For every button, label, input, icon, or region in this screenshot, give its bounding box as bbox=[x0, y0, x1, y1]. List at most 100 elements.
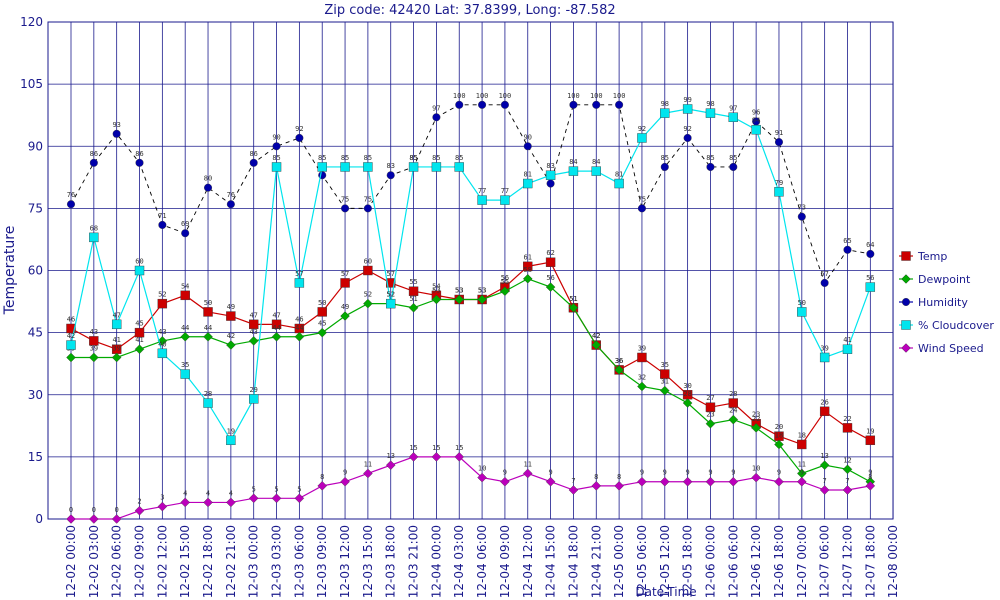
x-tick-label: 12-02 06:00 bbox=[110, 525, 124, 598]
data-point-wind-speed bbox=[728, 476, 739, 487]
data-label-cloudcover: 98 bbox=[706, 100, 714, 108]
data-point-humidity bbox=[843, 245, 852, 254]
data-point-cloudcover bbox=[271, 162, 282, 172]
data-label-cloudcover: 81 bbox=[524, 171, 532, 179]
data-point-temp bbox=[203, 307, 213, 317]
data-point-cloudcover bbox=[545, 170, 556, 180]
data-label-wind-speed: 8 bbox=[320, 473, 324, 481]
data-label-humidity: 85 bbox=[409, 154, 417, 162]
data-point-wind-speed bbox=[591, 481, 602, 491]
y-tick-label: 105 bbox=[20, 77, 43, 91]
x-tick-label: 12-04 12:00 bbox=[521, 525, 535, 598]
data-point-dewpoint bbox=[111, 352, 122, 363]
data-label-dewpoint: 53 bbox=[455, 286, 463, 294]
data-point-wind-speed bbox=[682, 476, 693, 487]
data-point-wind-speed bbox=[500, 476, 510, 487]
data-label-wind-speed: 4 bbox=[183, 489, 187, 497]
data-point-humidity bbox=[637, 204, 646, 213]
data-point-dewpoint bbox=[705, 418, 716, 429]
data-label-cloudcover: 85 bbox=[364, 154, 372, 162]
x-tick-label: 12-02 03:00 bbox=[87, 525, 101, 598]
data-label-cloudcover: 41 bbox=[843, 336, 851, 344]
data-label-temp: 36 bbox=[615, 357, 623, 365]
data-point-dewpoint bbox=[591, 340, 602, 350]
data-point-dewpoint bbox=[614, 365, 624, 375]
data-label-temp: 50 bbox=[204, 299, 212, 307]
data-point-wind-speed bbox=[637, 476, 647, 487]
data-label-humidity: 96 bbox=[752, 108, 760, 116]
data-point-dewpoint bbox=[568, 302, 579, 313]
legend-item-dewpoint: Dewpoint bbox=[899, 273, 971, 286]
data-point-humidity bbox=[341, 204, 350, 213]
data-label-wind-speed: 9 bbox=[548, 469, 552, 477]
data-label-temp: 57 bbox=[341, 270, 349, 278]
data-label-cloudcover: 85 bbox=[318, 154, 326, 162]
data-label-dewpoint: 44 bbox=[204, 324, 212, 332]
data-point-cloudcover bbox=[614, 178, 624, 189]
data-label-humidity: 65 bbox=[843, 237, 851, 245]
data-point-wind-speed bbox=[248, 493, 259, 504]
data-label-humidity: 100 bbox=[476, 92, 489, 100]
data-label-dewpoint: 28 bbox=[683, 390, 691, 398]
data-label-temp: 47 bbox=[249, 311, 257, 319]
data-point-cloudcover bbox=[340, 162, 350, 172]
data-point-dewpoint bbox=[728, 414, 739, 425]
data-label-wind-speed: 0 bbox=[115, 506, 119, 514]
x-tick-label: 12-03 06:00 bbox=[292, 525, 306, 598]
data-label-cloudcover: 94 bbox=[752, 117, 760, 125]
legend-marker-cloudcover bbox=[901, 320, 911, 330]
data-point-cloudcover bbox=[591, 166, 601, 176]
data-point-wind-speed bbox=[454, 452, 465, 462]
data-label-cloudcover: 85 bbox=[272, 154, 280, 162]
data-label-cloudcover: 85 bbox=[455, 154, 463, 162]
data-label-wind-speed: 5 bbox=[297, 485, 301, 493]
legend-label-humidity: Humidity bbox=[918, 296, 968, 309]
data-label-wind-speed: 7 bbox=[571, 477, 575, 485]
data-point-temp bbox=[408, 286, 419, 296]
data-label-dewpoint: 44 bbox=[272, 324, 280, 332]
data-label-dewpoint: 53 bbox=[432, 286, 440, 294]
data-point-temp bbox=[819, 406, 830, 417]
data-point-dewpoint bbox=[660, 385, 670, 396]
grid bbox=[47, 21, 894, 520]
data-label-humidity: 92 bbox=[683, 125, 691, 133]
data-point-cloudcover bbox=[386, 298, 396, 309]
data-label-dewpoint: 24 bbox=[729, 407, 737, 415]
x-tick-label: 12-04 06:00 bbox=[475, 525, 489, 598]
x-tick-label: 12-02 12:00 bbox=[155, 525, 169, 598]
data-point-dewpoint bbox=[751, 423, 761, 433]
x-tick-label: 12-04 09:00 bbox=[498, 525, 512, 598]
x-tick-label: 12-03 03:00 bbox=[270, 525, 284, 598]
data-label-cloudcover: 77 bbox=[501, 187, 509, 195]
data-point-wind-speed bbox=[317, 481, 327, 491]
data-point-humidity bbox=[592, 100, 601, 109]
data-label-cloudcover: 97 bbox=[729, 104, 737, 112]
data-point-temp bbox=[865, 435, 876, 446]
series-humidity: 76 86 93 86 71 69 80 76 86 90 92 83 75 75 83 85 97 100 100… bbox=[67, 92, 875, 287]
data-point-cloudcover bbox=[226, 435, 236, 446]
data-point-cloudcover bbox=[294, 278, 305, 288]
data-label-dewpoint: 43 bbox=[249, 328, 257, 336]
data-label-wind-speed: 13 bbox=[387, 452, 395, 460]
y-tick-label: 75 bbox=[28, 201, 43, 215]
data-label-temp: 53 bbox=[478, 286, 486, 294]
legend-label-dewpoint: Dewpoint bbox=[918, 273, 971, 286]
data-point-cloudcover bbox=[454, 162, 464, 172]
data-point-humidity bbox=[660, 162, 669, 171]
data-point-temp bbox=[797, 439, 807, 450]
data-label-wind-speed: 5 bbox=[252, 485, 256, 493]
data-point-dewpoint bbox=[774, 439, 784, 450]
y-axis-label: Temperature bbox=[2, 226, 18, 316]
data-point-cloudcover bbox=[66, 340, 76, 350]
data-label-wind-speed: 7 bbox=[845, 477, 849, 485]
data-point-dewpoint bbox=[500, 286, 510, 296]
x-tick-label: 12-06 00:00 bbox=[703, 525, 717, 598]
data-point-cloudcover bbox=[500, 195, 510, 205]
data-point-humidity bbox=[683, 133, 692, 142]
data-label-humidity: 64 bbox=[866, 241, 874, 249]
data-label-humidity: 69 bbox=[181, 220, 189, 228]
data-point-humidity bbox=[181, 229, 190, 238]
data-point-cloudcover bbox=[249, 394, 259, 404]
data-point-humidity bbox=[615, 100, 624, 109]
